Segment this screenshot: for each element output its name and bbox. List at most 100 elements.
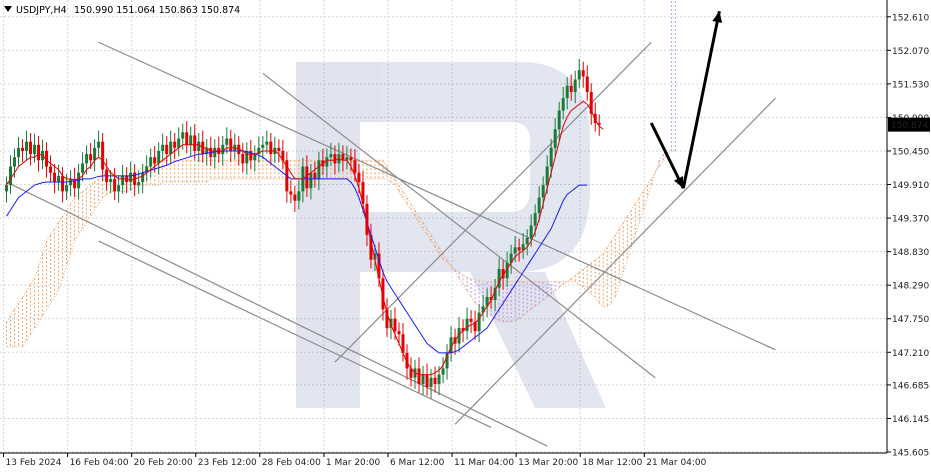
candle (409, 357, 413, 387)
y-tick-label: 145.605 (892, 449, 929, 459)
candle-body (465, 318, 469, 332)
candle-body (153, 157, 157, 164)
candle-body (53, 172, 57, 183)
candle-body (345, 157, 349, 161)
x-tick-label: 18 Mar 12:00 (582, 458, 642, 468)
candle-body (329, 154, 333, 158)
candle-body (489, 296, 493, 301)
candle (293, 185, 297, 212)
candle-body (249, 150, 253, 161)
candle (581, 61, 585, 88)
candle (313, 161, 317, 188)
candle (29, 132, 33, 166)
current-price-label: 150.874 (891, 121, 928, 131)
y-tick-label: 149.910 (892, 181, 929, 191)
candle-body (49, 166, 53, 173)
candle-body (361, 182, 365, 204)
y-tick-label: 149.370 (892, 215, 929, 225)
candle (477, 303, 481, 343)
x-tick-label: 11 Mar 04:00 (454, 458, 514, 468)
candle (521, 232, 525, 260)
candle-body (317, 160, 321, 179)
candle-body (397, 331, 401, 335)
candle-body (581, 70, 585, 77)
candle (445, 344, 449, 380)
candle-body (81, 163, 85, 173)
candle-body (381, 278, 385, 310)
candle-body (485, 296, 489, 307)
candle (165, 136, 169, 166)
candle-body (461, 328, 465, 332)
trendline (98, 41, 776, 351)
candle (485, 288, 489, 318)
candle-body (241, 154, 245, 164)
candle (241, 142, 245, 173)
candle (61, 167, 65, 203)
candle-body (269, 141, 273, 155)
candle-body (533, 213, 537, 226)
candle-body (505, 262, 509, 279)
candle (141, 164, 145, 194)
triangle-down-icon[interactable] (4, 6, 12, 12)
candle (489, 285, 493, 309)
candle (509, 244, 513, 274)
forecast-arrow-head (712, 11, 723, 23)
x-tick-label: 23 Feb 12:00 (198, 458, 257, 468)
candle (81, 152, 85, 182)
y-tick-label: 147.210 (892, 349, 929, 359)
candle-body (333, 154, 337, 164)
candle (73, 167, 77, 197)
candle (53, 164, 57, 194)
candle-body (573, 79, 577, 92)
candle-body (517, 247, 521, 251)
candle (269, 132, 273, 166)
candle (473, 310, 477, 340)
candle (257, 136, 261, 163)
trendline (454, 97, 776, 425)
candle (401, 323, 405, 362)
candle-body (309, 172, 313, 189)
candle-body (369, 234, 373, 260)
candle-body (253, 154, 257, 161)
candle-body (141, 172, 145, 183)
x-tick-label: 28 Feb 04:00 (262, 458, 321, 468)
candle-body (481, 306, 485, 313)
candle (565, 77, 569, 110)
candle-body (537, 197, 541, 214)
candle-body (341, 154, 345, 161)
x-tick-label: 16 Feb 04:00 (70, 458, 129, 468)
candle-body (445, 352, 449, 369)
grid (0, 0, 886, 453)
x-tick-label: 1 Mar 20:00 (326, 458, 381, 468)
candle-body (89, 154, 93, 161)
candle-body (401, 334, 405, 353)
candle-body (45, 150, 49, 167)
candle-body (121, 175, 125, 186)
candle-body (549, 147, 553, 167)
candle-body (17, 147, 21, 158)
candle (449, 326, 453, 362)
candle-body (541, 185, 545, 198)
trendline (98, 240, 492, 429)
candle-body (349, 157, 353, 161)
candle-body (37, 144, 41, 161)
candle (517, 238, 521, 262)
candle-body (189, 135, 193, 145)
candle-body (585, 76, 589, 92)
candle-body (509, 253, 513, 263)
candle (585, 65, 589, 101)
candle (69, 170, 73, 197)
y-tick-label: 152.070 (892, 47, 929, 57)
candle-body (25, 141, 29, 151)
candle-body (281, 150, 285, 161)
candle (281, 139, 285, 169)
candle-body (493, 287, 497, 301)
y-tick-label: 146.685 (892, 381, 929, 391)
trendline (262, 72, 656, 379)
candle (329, 142, 333, 166)
candle (493, 278, 497, 312)
candle-body (473, 321, 477, 332)
